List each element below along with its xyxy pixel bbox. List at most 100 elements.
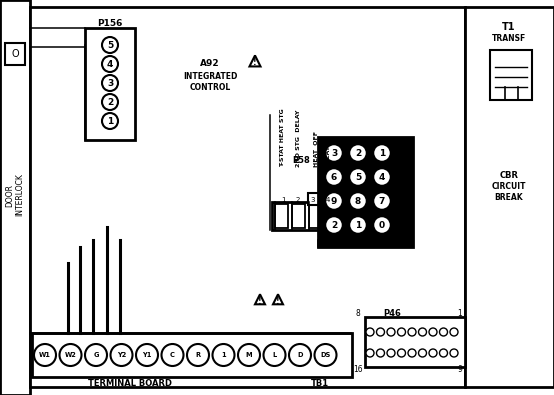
Circle shape bbox=[349, 168, 367, 186]
Circle shape bbox=[102, 113, 118, 129]
Text: 8: 8 bbox=[355, 196, 361, 205]
Polygon shape bbox=[273, 294, 283, 304]
Text: !: ! bbox=[258, 297, 262, 305]
Text: 4: 4 bbox=[107, 60, 113, 68]
Circle shape bbox=[238, 344, 260, 366]
Bar bbox=[0, 0, 30, 395]
Text: TRANSF: TRANSF bbox=[492, 34, 526, 43]
Circle shape bbox=[349, 192, 367, 210]
Text: DELAY: DELAY bbox=[326, 145, 331, 167]
Bar bbox=[326, 204, 339, 228]
Text: 9: 9 bbox=[331, 196, 337, 205]
Text: 0: 0 bbox=[379, 220, 385, 229]
Text: T-STAT HEAT STG: T-STAT HEAT STG bbox=[280, 108, 285, 167]
Text: 2: 2 bbox=[107, 98, 113, 107]
Text: W2: W2 bbox=[65, 352, 76, 358]
Text: D: D bbox=[297, 352, 302, 358]
Circle shape bbox=[136, 344, 158, 366]
Text: HEAT  OFF: HEAT OFF bbox=[314, 131, 319, 167]
Text: L: L bbox=[273, 352, 276, 358]
Text: 8: 8 bbox=[356, 308, 360, 318]
Text: Y2: Y2 bbox=[117, 352, 126, 358]
Text: 1: 1 bbox=[355, 220, 361, 229]
Text: 1: 1 bbox=[281, 197, 285, 203]
Polygon shape bbox=[255, 294, 265, 304]
Circle shape bbox=[439, 349, 448, 357]
Text: 1: 1 bbox=[221, 352, 226, 358]
Bar bbox=[309, 204, 322, 228]
Circle shape bbox=[162, 344, 183, 366]
Circle shape bbox=[325, 168, 343, 186]
Text: 4: 4 bbox=[326, 197, 330, 203]
Text: 3: 3 bbox=[107, 79, 113, 88]
Circle shape bbox=[429, 328, 437, 336]
Text: 6: 6 bbox=[331, 173, 337, 181]
Text: 2: 2 bbox=[296, 197, 300, 203]
Text: 5: 5 bbox=[107, 41, 113, 49]
Circle shape bbox=[325, 216, 343, 234]
Circle shape bbox=[429, 349, 437, 357]
Circle shape bbox=[418, 328, 427, 336]
Circle shape bbox=[418, 349, 427, 357]
Circle shape bbox=[450, 328, 458, 336]
Circle shape bbox=[377, 328, 384, 336]
Circle shape bbox=[387, 328, 395, 336]
Circle shape bbox=[408, 349, 416, 357]
Circle shape bbox=[325, 144, 343, 162]
Circle shape bbox=[187, 344, 209, 366]
Circle shape bbox=[102, 75, 118, 91]
Circle shape bbox=[102, 56, 118, 72]
Text: 1: 1 bbox=[458, 308, 463, 318]
Text: P46: P46 bbox=[383, 308, 401, 318]
Circle shape bbox=[366, 328, 374, 336]
Circle shape bbox=[373, 192, 391, 210]
Text: 7: 7 bbox=[379, 196, 385, 205]
Bar bbox=[272, 202, 342, 230]
Circle shape bbox=[377, 349, 384, 357]
Circle shape bbox=[439, 328, 448, 336]
Circle shape bbox=[85, 344, 107, 366]
Circle shape bbox=[102, 94, 118, 110]
Text: 3: 3 bbox=[311, 197, 315, 203]
Text: CONTROL: CONTROL bbox=[189, 83, 230, 92]
Text: TERMINAL BOARD: TERMINAL BOARD bbox=[88, 378, 172, 387]
Text: 2ND STG  DELAY: 2ND STG DELAY bbox=[295, 109, 300, 167]
Circle shape bbox=[366, 349, 374, 357]
Circle shape bbox=[264, 344, 285, 366]
Text: G: G bbox=[93, 352, 99, 358]
Circle shape bbox=[398, 328, 406, 336]
Text: 4: 4 bbox=[379, 173, 385, 181]
Circle shape bbox=[349, 144, 367, 162]
Text: DOOR
INTERLOCK: DOOR INTERLOCK bbox=[6, 173, 25, 216]
Text: INTEGRATED: INTEGRATED bbox=[183, 71, 237, 81]
Text: Y1: Y1 bbox=[142, 352, 152, 358]
Text: M: M bbox=[245, 352, 252, 358]
Bar bbox=[65, 108, 275, 263]
Bar bbox=[465, 7, 554, 387]
Bar bbox=[490, 50, 532, 100]
Text: O: O bbox=[11, 49, 19, 59]
Text: CIRCUIT: CIRCUIT bbox=[492, 181, 526, 190]
Text: A92: A92 bbox=[200, 58, 220, 68]
Circle shape bbox=[387, 349, 395, 357]
Text: C: C bbox=[170, 352, 175, 358]
Bar bbox=[30, 7, 465, 387]
Circle shape bbox=[450, 349, 458, 357]
Bar bbox=[5, 43, 25, 65]
Bar bbox=[318, 137, 413, 247]
Text: 16: 16 bbox=[353, 365, 363, 374]
Text: CBR: CBR bbox=[500, 171, 519, 179]
Text: T1: T1 bbox=[502, 22, 516, 32]
Bar bbox=[35, 109, 275, 247]
Text: 2: 2 bbox=[355, 149, 361, 158]
Text: DS: DS bbox=[320, 352, 331, 358]
Text: W1: W1 bbox=[39, 352, 51, 358]
Circle shape bbox=[110, 344, 132, 366]
Circle shape bbox=[373, 168, 391, 186]
Text: R: R bbox=[196, 352, 201, 358]
Circle shape bbox=[289, 344, 311, 366]
Circle shape bbox=[315, 344, 336, 366]
Bar bbox=[32, 333, 352, 377]
Text: P58: P58 bbox=[293, 156, 310, 164]
Text: !: ! bbox=[253, 58, 257, 67]
